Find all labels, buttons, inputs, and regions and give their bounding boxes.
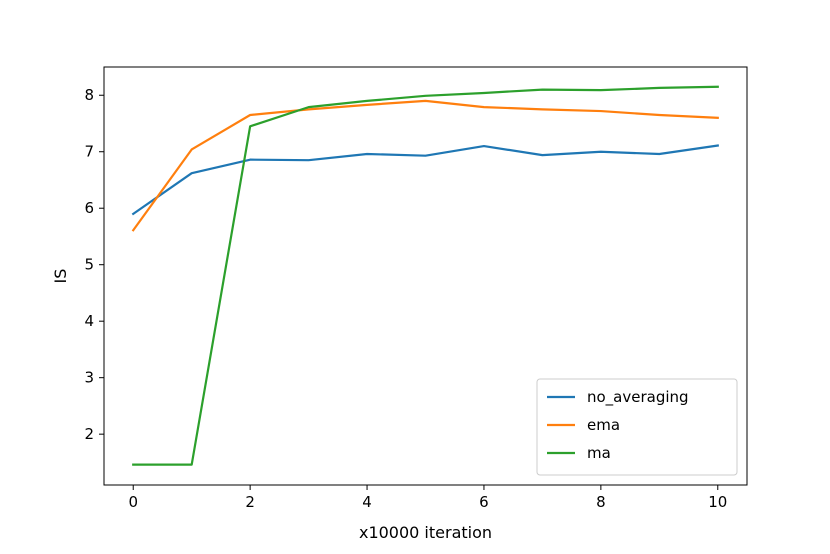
x-axis-label: x10000 iteration — [359, 523, 492, 542]
y-axis-label: IS — [51, 269, 70, 284]
y-tick-label: 8 — [84, 86, 94, 104]
x-tick-label: 0 — [128, 493, 138, 511]
legend-label: ema — [587, 416, 620, 434]
x-tick-label: 6 — [479, 493, 489, 511]
legend-box — [536, 378, 738, 476]
series-line-ema — [131, 99, 719, 232]
legend-label: ma — [587, 444, 611, 462]
x-tick-label: 2 — [245, 493, 255, 511]
x-tick-label: 8 — [596, 493, 606, 511]
x-tick-label: 4 — [362, 493, 372, 511]
y-tick-label: 3 — [84, 369, 94, 387]
y-tick-label: 7 — [84, 143, 94, 161]
y-tick-label: 5 — [84, 256, 94, 274]
y-axis: 2 3 4 5 6 7 8 — [84, 86, 104, 443]
x-tick-label: 10 — [708, 493, 727, 511]
y-tick-label: 2 — [84, 425, 94, 443]
series-line-no-averaging — [131, 144, 720, 216]
legend-label: no_averaging — [587, 388, 689, 407]
plot-area — [131, 85, 720, 466]
x-axis: 0 2 4 6 8 10 — [128, 485, 727, 511]
axes-frame — [103, 66, 748, 486]
series-line-ma — [132, 85, 719, 466]
y-tick-label: 4 — [84, 312, 94, 330]
y-tick-label: 6 — [84, 199, 94, 217]
